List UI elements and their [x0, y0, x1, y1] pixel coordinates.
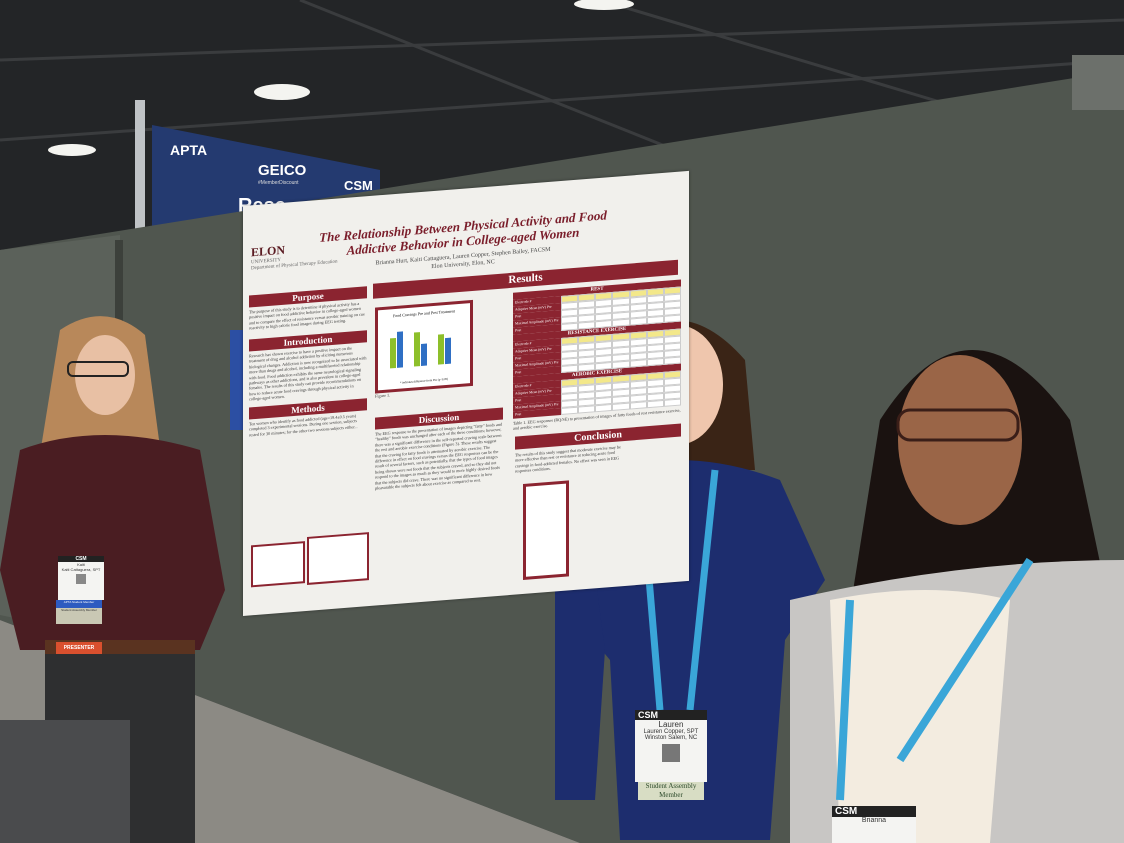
badge-event: CSM: [58, 556, 104, 562]
ribbon-presenter: PRESENTER: [56, 642, 102, 654]
banner: [152, 125, 380, 228]
badge-first-name: Lauren: [658, 720, 684, 729]
bar: [438, 334, 444, 365]
figure-note: * indicates difference from Pre (p<0.05): [399, 376, 449, 385]
badge-first-name: Kaiti: [77, 562, 85, 567]
figure-4: [523, 480, 569, 580]
research-poster: ELON UNIVERSITY Department of Physical T…: [243, 170, 689, 616]
badge-event: CSM: [832, 806, 916, 817]
table-cell: [663, 398, 681, 407]
results-table: REST Electrode # Adaptive Mean (mV) Pre P…: [513, 279, 681, 419]
ceiling-light: [574, 0, 634, 10]
ribbon-member: APTA Student Member: [56, 600, 102, 608]
banner-csm: CSM: [344, 178, 373, 193]
badge-full-name: Kaiti Cattaguera, SPT: [61, 567, 101, 572]
badge-event: CSM: [635, 710, 707, 720]
table-cell: [646, 399, 664, 409]
banner-geico: GEICO: [258, 162, 307, 179]
qr-code: [76, 574, 86, 584]
bar: [390, 337, 396, 369]
figure-3: [307, 532, 369, 585]
pre-post-label: Pre: [546, 388, 552, 394]
banner-geico-tag: #MemberDiscount: [258, 180, 299, 186]
banner-pole: [135, 100, 145, 240]
row-label-text: Electrode #: [515, 341, 532, 347]
pre-post-label: Post: [515, 412, 522, 417]
badge-full-name: Lauren Copper, SPT: [643, 729, 699, 735]
ceiling-light: [254, 84, 310, 100]
badge-city: Winston Salem, NC: [644, 735, 698, 741]
pre-post-label: Post: [515, 328, 522, 333]
pre-post-label: Post: [515, 356, 522, 361]
figure-1-chart: Food Cravings Pre and Post Treatment * i…: [375, 299, 473, 394]
name-badge-left: CSM Kaiti Kaiti Cattaguera, SPT: [58, 556, 104, 600]
pre-post-label: Post: [515, 370, 522, 375]
qr-code: [662, 744, 680, 762]
table-cell: [663, 314, 681, 323]
pre-post-label: Pre: [546, 346, 552, 352]
banner-apta: APTA: [170, 142, 207, 158]
ribbon-assembly: Student Assembly Member: [638, 782, 704, 800]
table-cell: [629, 401, 647, 410]
table-cell: [561, 406, 579, 415]
figure-bars: [390, 331, 451, 369]
row-label-text: Electrode #: [515, 383, 532, 389]
bar: [421, 343, 427, 366]
ribbon-assembly: Student Assembly Member: [56, 608, 102, 624]
methods-text: Ten women who identify as food addicted …: [249, 413, 358, 438]
badge-first-name: Brianna: [861, 817, 887, 824]
table-cell: [646, 315, 664, 325]
pre-post-label: Post: [515, 398, 522, 403]
table-cell: [663, 356, 681, 365]
blue-pocket: [230, 330, 244, 430]
ceiling-light: [48, 144, 96, 156]
table-cell: [629, 359, 647, 368]
ceiling-truss: [0, 0, 1124, 162]
table-cell: [578, 405, 596, 414]
pre-post-label: Pre: [553, 318, 559, 323]
table-cell: [612, 402, 630, 411]
discussion-text: The EEG response to the presentation of …: [375, 421, 503, 491]
wall-corner: [1072, 55, 1124, 110]
name-badge-center: CSM Lauren Lauren Copper, SPT Winston Sa…: [635, 710, 707, 782]
pre-post-label: Pre: [553, 360, 559, 365]
table-cell: [629, 317, 647, 326]
figure-2: [251, 541, 305, 588]
bar: [445, 337, 451, 365]
bar: [414, 332, 420, 367]
row-label-text: Electrode #: [515, 299, 532, 305]
conclusion-text: The results of this study suggest that m…: [515, 444, 621, 474]
table-cell: [646, 357, 664, 367]
lanyard: [836, 557, 1034, 801]
introduction-text: Research has shown exercise to have a po…: [249, 345, 367, 402]
pre-post-label: Pre: [553, 402, 559, 407]
pre-post-label: Post: [515, 314, 522, 319]
pre-post-label: Pre: [546, 304, 552, 310]
bar: [397, 331, 403, 368]
chair-jacket: [0, 720, 130, 843]
logo-name: ELON: [251, 242, 286, 260]
name-badge-right: CSM Brianna: [832, 806, 916, 843]
person-right: [790, 350, 1124, 843]
table-cell: [595, 403, 613, 413]
